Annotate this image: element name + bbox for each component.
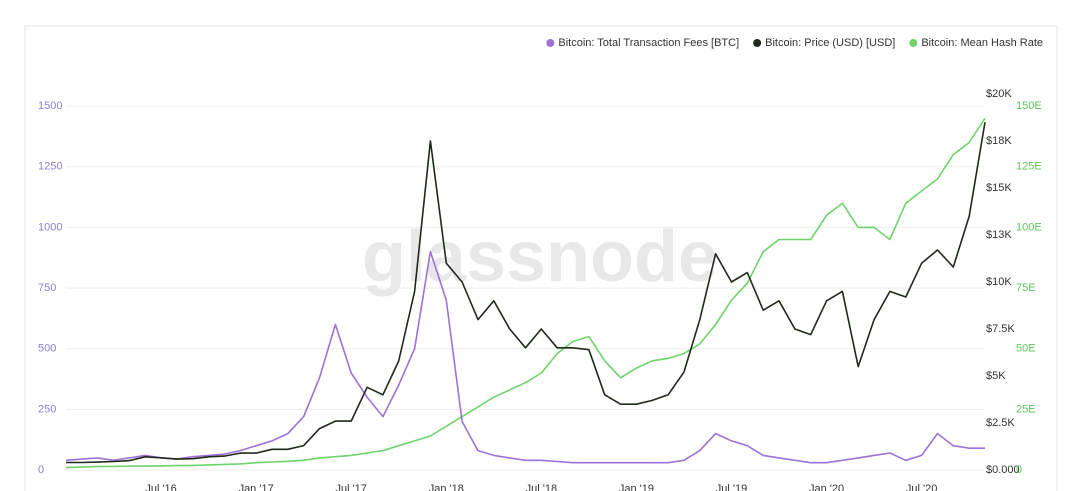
x-tick-label: Jul '16 [145,483,176,491]
y3-tick-label: 75E [1016,282,1036,294]
legend-label: Bitcoin: Price (USD) [USD] [765,37,895,49]
x-tick-label: Jul '19 [716,483,747,491]
legend-label: Bitcoin: Total Transaction Fees [BTC] [558,37,739,49]
y2-tick-label: $20K [986,88,1012,100]
y3-tick-label: 0 [1016,464,1022,476]
y-tick-label: 750 [38,282,56,294]
series-line [65,250,985,464]
y2-tick-label: $2.5K [986,417,1015,429]
y2-tick-label: $10K [986,276,1012,288]
y2-tick-label: $15K [986,182,1012,194]
legend-swatch [753,39,762,47]
y3-tick-label: 50E [1016,343,1036,355]
y-tick-label: 0 [38,464,44,476]
legend-label: Bitcoin: Mean Hash Rate [921,37,1043,49]
legend-swatch [546,39,555,47]
y-tick-label: 250 [38,403,56,415]
series-line [66,122,986,464]
y2-tick-label: $13K [986,229,1012,241]
legend-swatch [909,39,918,47]
x-tick-label: Jan '18 [429,483,464,491]
y2-tick-label: $18K [986,135,1012,147]
x-tick-label: Jan '17 [239,483,274,491]
y-tick-label: 1000 [38,221,62,233]
y-tick-label: 500 [38,343,56,355]
x-tick-label: Jul '20 [906,483,937,491]
y3-tick-label: 100E [1016,221,1042,233]
series-line [65,117,986,469]
y-tick-label: 1250 [38,161,62,173]
card [24,25,1058,491]
y3-tick-label: 150E [1016,100,1042,112]
y-tick-label: 1500 [38,100,62,112]
x-tick-label: Jan '19 [619,483,654,491]
x-tick-label: Jul '18 [526,483,557,491]
y3-tick-label: 25E [1016,403,1036,415]
y2-tick-label: $0.000 [986,464,1020,476]
y3-tick-label: 125E [1016,161,1042,173]
y2-tick-label: $7.5K [986,323,1015,335]
x-tick-label: Jul '17 [335,483,366,491]
y2-tick-label: $5K [986,370,1006,382]
x-tick-label: Jan '20 [809,483,844,491]
